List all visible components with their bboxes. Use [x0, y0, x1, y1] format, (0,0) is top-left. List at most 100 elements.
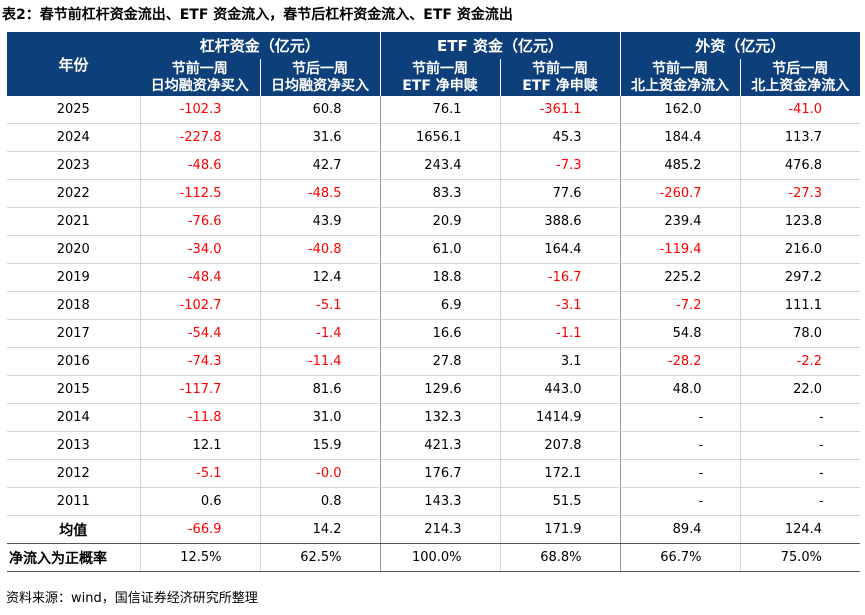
subheader-line: 北上资金净流入 [631, 77, 730, 94]
value-cell: -361.1 [499, 96, 621, 124]
year-cell: 2024 [7, 123, 140, 152]
year-cell: 2017 [7, 319, 140, 348]
subheader-line: 节前一周 [652, 60, 709, 77]
group-header-foreign: 外资（亿元） [619, 32, 861, 59]
value-cell: 3.1 [499, 347, 621, 376]
average-label: 均值 [7, 515, 140, 544]
value-cell: 443.0 [499, 375, 621, 404]
value-cell: 31.6 [259, 123, 381, 152]
year-cell: 2016 [7, 347, 140, 376]
value-cell: 162.0 [619, 96, 741, 124]
year-cell: 2015 [7, 375, 140, 404]
subheader-etf-pre: 节前一周 ETF 净申赎 [379, 59, 501, 96]
table-summary: 均值 -66.9 14.2 214.3 171.9 89.4 124.4 净流入… [7, 515, 861, 572]
group-header-etf: ETF 资金（亿元） [379, 32, 621, 59]
average-cell: -66.9 [139, 515, 260, 544]
table-row: 2014 -11.8 31.0 132.3 1414.9- - [7, 403, 861, 432]
value-cell: 81.6 [259, 375, 381, 404]
value-cell: 77.6 [499, 179, 621, 208]
subheader-line: 节后一周 [292, 60, 348, 77]
value-cell: -260.7 [619, 179, 741, 208]
value-cell: -48.6 [139, 151, 260, 180]
value-cell: 42.7 [259, 151, 381, 180]
value-cell: 60.8 [259, 96, 381, 124]
value-cell: -11.4 [259, 347, 381, 376]
value-cell: 83.3 [379, 179, 501, 208]
value-cell: -48.5 [259, 179, 381, 208]
average-cell: 14.2 [259, 515, 381, 544]
subheader-line: 日均融资净买入 [271, 77, 369, 94]
value-cell: 43.9 [259, 207, 381, 236]
year-cell: 2019 [7, 263, 140, 292]
value-cell: 388.6 [499, 207, 621, 236]
value-cell: 76.1 [379, 96, 501, 124]
value-cell: 113.7 [739, 123, 861, 152]
value-cell: -41.0 [739, 96, 861, 124]
value-cell: -3.1 [499, 291, 621, 320]
value-cell: 176.7 [379, 459, 501, 488]
year-cell: 2021 [7, 207, 140, 236]
value-cell: 12.1 [139, 431, 260, 460]
value-cell: 51.5 [499, 487, 621, 516]
value-cell: -11.8 [139, 403, 260, 432]
value-cell: 111.1 [739, 291, 861, 320]
value-cell: 16.6 [379, 319, 501, 348]
value-cell: -28.2 [619, 347, 741, 376]
value-cell: -5.1 [259, 291, 381, 320]
value-cell: 15.9 [259, 431, 381, 460]
value-cell: 132.3 [379, 403, 501, 432]
value-cell: 12.4 [259, 263, 381, 292]
subheader-line: 节前一周 [532, 60, 589, 77]
value-cell: 45.3 [499, 123, 621, 152]
value-cell: 476.8 [739, 151, 861, 180]
table-row: 2013 12.1 15.9 421.3 207.8- - [7, 431, 861, 460]
value-cell: 20.9 [379, 207, 501, 236]
value-cell: 1414.9 [499, 403, 621, 432]
value-cell: - [739, 459, 861, 488]
value-cell: 164.4 [499, 235, 621, 264]
value-cell: - [739, 487, 861, 516]
positive-rate-cell: 62.5% [259, 543, 381, 572]
average-cell: 124.4 [739, 515, 861, 544]
value-cell: - [619, 459, 741, 488]
positive-rate-label: 净流入为正概率 [7, 543, 140, 572]
subheader-foreign-post: 节后一周 北上资金净流入 [739, 59, 861, 96]
subheader-etf-post: 节前一周 ETF 净申赎 [499, 59, 621, 96]
value-cell: 1656.1 [379, 123, 501, 152]
value-cell: 22.0 [739, 375, 861, 404]
value-cell: -2.2 [739, 347, 861, 376]
value-cell: 485.2 [619, 151, 741, 180]
value-cell: -1.4 [259, 319, 381, 348]
value-cell: -76.6 [139, 207, 260, 236]
value-cell: 61.0 [379, 235, 501, 264]
subheader-line: 北上资金净流入 [751, 77, 850, 94]
value-cell: -48.4 [139, 263, 260, 292]
value-cell: -5.1 [139, 459, 260, 488]
average-cell: 171.9 [499, 515, 621, 544]
value-cell: -74.3 [139, 347, 260, 376]
year-cell: 2012 [7, 459, 140, 488]
table-header: 年份 杠杆资金（亿元） ETF 资金（亿元） 外资（亿元） 节前一周 日均融资净买… [7, 32, 861, 96]
table-row: 2024 -227.8 31.6 1656.1 45.3 184.4 113.7 [7, 123, 861, 152]
subheader-line: 节前一周 [171, 60, 228, 77]
subheader-leverage-post: 节后一周 日均融资净买入 [259, 59, 381, 96]
value-cell: -34.0 [139, 235, 260, 264]
group-header-leverage: 杠杆资金（亿元） [140, 32, 381, 59]
value-cell: - [619, 487, 741, 516]
subheader-line: 日均融资净买入 [150, 77, 249, 94]
average-cell: 89.4 [619, 515, 741, 544]
value-cell: 18.8 [379, 263, 501, 292]
value-cell: -227.8 [139, 123, 260, 152]
table-row: 2011 0.6 0.8 143.3 51.5- - [7, 487, 861, 516]
value-cell: -40.8 [259, 235, 381, 264]
value-cell: 239.4 [619, 207, 741, 236]
year-cell: 2018 [7, 291, 140, 320]
value-cell: 225.2 [619, 263, 741, 292]
table-row: 2022 -112.5 -48.5 83.3 77.6 -260.7 -27.3 [7, 179, 861, 208]
value-cell: -54.4 [139, 319, 260, 348]
value-cell: 216.0 [739, 235, 861, 264]
positive-rate-cell: 100.0% [379, 543, 501, 572]
value-cell: 172.1 [499, 459, 621, 488]
value-cell: - [739, 431, 861, 460]
value-cell: 0.6 [139, 487, 260, 516]
